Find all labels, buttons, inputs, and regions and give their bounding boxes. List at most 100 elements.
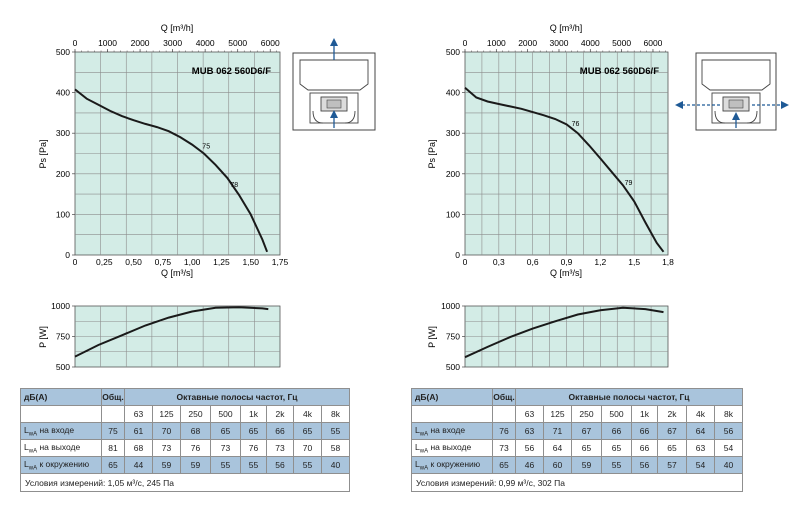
noise-table-right: дБ(А) Общ. Октавные полосы частот, Гц 63… bbox=[410, 388, 744, 492]
pressure-curve bbox=[464, 86, 665, 253]
y-tick-label: 500 bbox=[446, 47, 460, 57]
value-cell: 57 bbox=[657, 456, 687, 474]
value-cell: 56 bbox=[266, 456, 294, 474]
value-cell: 55 bbox=[210, 456, 241, 474]
value-cell: 54 bbox=[686, 456, 715, 474]
noise-table-left: дБ(А) Общ. Октавные полосы частот, Гц 63… bbox=[19, 388, 351, 492]
x-tick-label: 0,75 bbox=[155, 257, 172, 267]
db-header: дБ(А) bbox=[20, 388, 102, 406]
value-cell: 73 bbox=[210, 439, 241, 457]
grid-lines bbox=[75, 306, 280, 367]
x2-tick-label: 6000 bbox=[261, 38, 280, 48]
y-tick-label: 300 bbox=[446, 128, 460, 138]
db-header: дБ(А) bbox=[411, 388, 493, 406]
x2-tick-label: 0 bbox=[73, 38, 78, 48]
x-tick-label: 1,8 bbox=[662, 257, 674, 267]
value-cell: 66 bbox=[266, 422, 294, 440]
value-cell: 65 bbox=[240, 422, 267, 440]
y-axis-label: P [W] bbox=[38, 326, 48, 348]
band-header: 125 bbox=[543, 405, 572, 423]
x2-tick-label: 3000 bbox=[163, 38, 182, 48]
value-cell: 65 bbox=[601, 439, 632, 457]
curve-annotations: 75 78 bbox=[202, 144, 238, 189]
total-cell: 81 bbox=[101, 439, 125, 457]
tick-labels: 500 750 1000 bbox=[441, 301, 465, 372]
value-cell: 46 bbox=[515, 456, 544, 474]
band-header: 1k bbox=[240, 405, 267, 423]
x-tick-label: 1,00 bbox=[184, 257, 201, 267]
value-cell: 55 bbox=[320, 422, 351, 440]
table-row: LwA к окружению 65 46 60 59 55 56 57 54 … bbox=[411, 456, 744, 474]
value-cell: 65 bbox=[293, 422, 322, 440]
value-cell: 76 bbox=[180, 439, 211, 457]
y-tick-label: 400 bbox=[446, 88, 460, 98]
band-header: 8k bbox=[713, 405, 744, 423]
table-row: LwA на выходе 81 68 73 76 73 76 73 70 58 bbox=[20, 439, 351, 457]
value-cell: 59 bbox=[152, 456, 181, 474]
chart-title: MUB 062 560D6/F bbox=[192, 66, 271, 77]
value-cell: 55 bbox=[293, 456, 322, 474]
y-tick-label: 0 bbox=[65, 250, 70, 260]
x2-tick-label: 1000 bbox=[487, 38, 506, 48]
value-cell: 63 bbox=[515, 422, 544, 440]
bands-title: Октавные полосы частот, Гц bbox=[514, 388, 744, 406]
y-tick-label: 500 bbox=[56, 362, 70, 372]
value-cell: 66 bbox=[601, 422, 632, 440]
value-cell: 40 bbox=[320, 456, 351, 474]
band-header: 250 bbox=[180, 405, 211, 423]
value-cell: 63 bbox=[686, 439, 715, 457]
total-cell: 76 bbox=[492, 422, 516, 440]
value-cell: 60 bbox=[543, 456, 572, 474]
band-header: 63 bbox=[124, 405, 153, 423]
curve-annotation: 75 bbox=[202, 144, 210, 151]
value-cell: 73 bbox=[266, 439, 294, 457]
value-cell: 76 bbox=[240, 439, 267, 457]
x2-tick-label: 6000 bbox=[644, 38, 663, 48]
total-header: Общ. bbox=[101, 388, 125, 406]
row-label: LwA к окружению bbox=[20, 456, 102, 474]
x-tick-label: 1,50 bbox=[242, 257, 259, 267]
value-cell: 56 bbox=[631, 456, 658, 474]
band-header: 500 bbox=[601, 405, 632, 423]
value-cell: 44 bbox=[124, 456, 153, 474]
y-axis-label: P [W] bbox=[427, 326, 437, 348]
x-tick-label: 1,25 bbox=[213, 257, 230, 267]
value-cell: 65 bbox=[571, 439, 602, 457]
pressure-curve bbox=[74, 88, 269, 253]
x-axis-label: Q [m³/s] bbox=[550, 268, 582, 278]
x-tick-label: 0,6 bbox=[527, 257, 539, 267]
y-tick-label: 500 bbox=[56, 47, 70, 57]
band-header: 4k bbox=[293, 405, 322, 423]
x2-tick-label: 4000 bbox=[581, 38, 600, 48]
x-tick-label: 0,3 bbox=[493, 257, 505, 267]
chart-title: MUB 062 560D6/F bbox=[580, 66, 659, 77]
value-cell: 59 bbox=[571, 456, 602, 474]
value-cell: 71 bbox=[543, 422, 572, 440]
row-label: LwA на входе bbox=[411, 422, 493, 440]
row-label: LwA на входе bbox=[20, 422, 102, 440]
x2-axis-label: Q [m³/h] bbox=[161, 23, 194, 33]
y-tick-label: 0 bbox=[455, 250, 460, 260]
table-row: LwA к окружению 65 44 59 59 55 55 56 55 … bbox=[20, 456, 351, 474]
y-tick-label: 750 bbox=[446, 332, 460, 342]
value-cell: 54 bbox=[713, 439, 744, 457]
band-header: 2k bbox=[657, 405, 687, 423]
y-tick-label: 400 bbox=[56, 88, 70, 98]
value-cell: 66 bbox=[631, 439, 658, 457]
value-cell: 59 bbox=[180, 456, 211, 474]
row-label: LwA на выходе bbox=[20, 439, 102, 457]
x2-tick-label: 2000 bbox=[518, 38, 537, 48]
curve-annotation: 79 bbox=[625, 180, 633, 187]
x-tick-label: 0,9 bbox=[561, 257, 573, 267]
y-axis-label: Ps [Pa] bbox=[427, 139, 437, 168]
value-cell: 56 bbox=[515, 439, 544, 457]
x2-tick-label: 4000 bbox=[196, 38, 215, 48]
power-chart-right: 500 750 1000 P [W] bbox=[427, 301, 669, 372]
x2-tick-label: 0 bbox=[463, 38, 468, 48]
x2-tick-label: 2000 bbox=[131, 38, 150, 48]
x2-tick-label: 3000 bbox=[550, 38, 569, 48]
value-cell: 70 bbox=[293, 439, 322, 457]
value-cell: 58 bbox=[320, 439, 351, 457]
